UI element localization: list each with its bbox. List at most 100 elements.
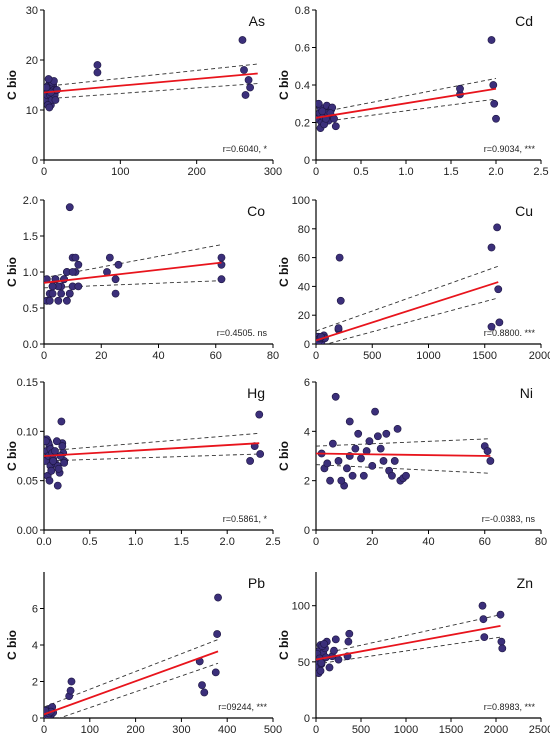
data-point — [105, 253, 114, 262]
data-point — [331, 635, 340, 644]
data-point — [345, 417, 354, 426]
y-tick-label: 60 — [298, 253, 310, 265]
ci-lower-line — [324, 297, 499, 344]
data-point — [487, 243, 496, 252]
data-point — [487, 36, 496, 44]
x-tick-label: 0 — [41, 724, 47, 736]
data-point — [57, 417, 66, 426]
y-tick-label: 4 — [32, 640, 38, 652]
x-tick-label: 60 — [210, 350, 222, 362]
data-point — [49, 457, 58, 465]
data-point — [497, 637, 506, 646]
x-tick-label: 1.5 — [443, 166, 458, 178]
x-tick-label: 500 — [264, 724, 282, 736]
x-tick-label: 2.5 — [533, 166, 548, 178]
data-point — [44, 437, 50, 446]
y-tick-label: 0 — [304, 155, 310, 167]
regression-line — [44, 261, 222, 284]
data-point — [495, 318, 504, 327]
data-point — [479, 615, 488, 624]
y-tick-label: 0.2 — [295, 118, 310, 130]
plot-area — [44, 203, 226, 305]
x-tick-label: 40 — [152, 350, 164, 362]
data-point — [331, 392, 340, 401]
data-point — [320, 639, 328, 648]
regression-line — [44, 72, 258, 94]
y-tick-label: 6 — [304, 377, 310, 389]
plot-area — [316, 223, 504, 344]
y-tick-label: 2 — [32, 677, 38, 689]
data-point — [478, 601, 487, 610]
data-point — [93, 61, 102, 69]
plot-area — [44, 593, 222, 718]
y-tick-label: 100 — [292, 601, 310, 613]
regression-line — [316, 625, 501, 661]
x-tick-label: 0 — [313, 166, 319, 178]
y-tick-label: 100 — [292, 195, 310, 207]
correlation-label: r=0.8800. *** — [484, 328, 536, 338]
y-tick-label: 0.4 — [295, 80, 310, 92]
element-label: Pb — [248, 575, 265, 591]
x-tick-label: 0 — [313, 724, 319, 736]
data-point — [486, 457, 495, 465]
data-point — [45, 476, 54, 485]
regression-line — [316, 452, 491, 457]
data-point — [351, 444, 360, 453]
data-point — [317, 659, 326, 667]
data-point — [63, 296, 71, 305]
element-label: Ni — [520, 385, 533, 401]
y-tick-label: 0 — [304, 339, 310, 351]
y-tick-label: 80 — [298, 224, 310, 236]
regression-line — [316, 281, 499, 342]
x-tick-label: 200 — [126, 724, 144, 736]
element-label: Cu — [515, 203, 533, 219]
data-point — [402, 471, 410, 480]
data-point — [331, 122, 340, 131]
data-point — [344, 637, 353, 646]
ci-lower-line — [58, 662, 219, 718]
y-tick-label: 0.0 — [23, 339, 38, 351]
data-point — [111, 289, 120, 298]
ci-upper-line — [44, 63, 258, 87]
x-tick-label: 300 — [172, 724, 190, 736]
x-tick-label: 80 — [535, 536, 547, 548]
ci-upper-line — [316, 438, 491, 447]
element-label: As — [249, 13, 265, 29]
y-tick-label: 0.8 — [295, 5, 310, 17]
y-axis-title: C bio — [277, 441, 291, 471]
x-tick-label: 0 — [41, 166, 47, 178]
y-axis-title: C bio — [5, 257, 19, 287]
data-point — [93, 68, 102, 77]
x-tick-label: 1.5 — [174, 536, 189, 548]
y-axis-title: C bio — [277, 257, 291, 287]
data-point — [65, 289, 74, 298]
y-tick-label: 40 — [298, 281, 310, 293]
data-point — [241, 91, 250, 99]
data-point — [334, 457, 343, 465]
data-point — [388, 471, 396, 480]
data-point — [348, 471, 357, 480]
x-tick-label: 1.0 — [128, 536, 143, 548]
data-point — [68, 268, 77, 276]
ci-upper-line — [316, 265, 499, 332]
data-point — [393, 424, 402, 433]
element-label: Zn — [517, 575, 533, 591]
plot-area — [44, 410, 265, 490]
x-tick-label: 80 — [267, 350, 279, 362]
data-point — [52, 437, 61, 446]
data-point — [200, 688, 209, 697]
data-point — [255, 410, 264, 419]
x-axis-title: C sed — [142, 737, 175, 739]
x-tick-label: 2.5 — [265, 536, 280, 548]
ci-upper-line — [316, 77, 497, 114]
y-tick-label: 0.6 — [295, 43, 310, 55]
data-point — [246, 457, 254, 465]
correlation-label: r=-0.0383, ns — [482, 514, 536, 524]
plot-area — [44, 36, 258, 112]
data-point — [246, 83, 254, 92]
data-point — [217, 275, 226, 284]
x-axis-title: C sed — [412, 737, 445, 739]
y-tick-label: 1.0 — [23, 267, 38, 279]
